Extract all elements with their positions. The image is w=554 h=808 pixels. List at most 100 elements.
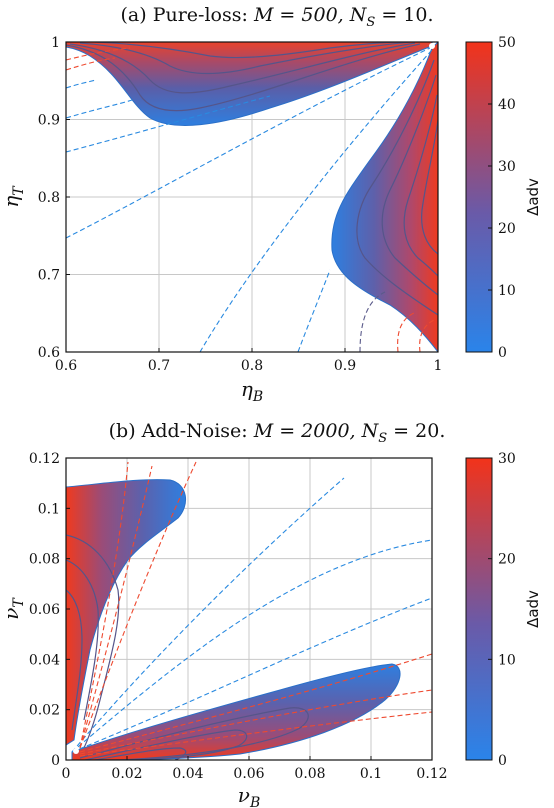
chart-b-contour <box>79 707 309 760</box>
chart-a-contour <box>403 94 438 277</box>
chart-b-contour <box>66 559 99 721</box>
chart-a-dashed-line <box>66 99 133 119</box>
y-tick-label: 0 <box>51 753 60 769</box>
y-tick-label: 0.06 <box>29 602 60 618</box>
chart-a-ylabel-sub: T <box>11 185 27 196</box>
chart-a-title-math: M = 500, N <box>253 4 367 26</box>
chart-b-colorbar <box>465 457 493 761</box>
colorbar-tick-label: 30 <box>498 451 516 467</box>
chart-a-region-upper-left <box>66 42 433 126</box>
chart-a-dashed-line <box>66 47 131 61</box>
chart-b-xlabel: νB <box>238 783 260 808</box>
chart-b-title-text: (b) Add-Noise: <box>108 420 248 442</box>
chart-b-title-sub: S <box>378 430 388 446</box>
y-tick-label: 0.9 <box>38 113 60 129</box>
chart-a-title-tail: = 10. <box>375 4 434 26</box>
chart-b-title-math: M = 2000, N <box>253 420 379 442</box>
chart-b-xlabel-sub: B <box>249 795 260 808</box>
y-tick-label: 0.6 <box>38 345 60 361</box>
colorbar-tick-label: 10 <box>498 283 516 299</box>
chart-b-dashed-line <box>71 477 345 753</box>
chart-a-colorbar-label: Δadv <box>524 178 542 216</box>
chart-b-origin-point <box>73 748 79 754</box>
colorbar-tick-label: 50 <box>498 35 516 51</box>
chart-a-ticks: 0.6 0.7 0.8 0.9 1 0.6 0.7 0.8 0.9 1 <box>38 35 443 374</box>
chart-b-dashed-line <box>79 461 197 749</box>
x-tick-label: 0 <box>62 766 71 782</box>
chart-b-region-lower-right <box>71 663 401 760</box>
colorbar-tick-label: 20 <box>498 552 516 568</box>
chart-b-dashed-line <box>79 465 153 749</box>
y-tick-label: 0.8 <box>38 190 60 206</box>
chart-b-ylabel-main: ν <box>0 608 23 620</box>
chart-a-corner-point <box>429 43 435 49</box>
x-tick-label: 0.02 <box>111 766 142 782</box>
chart-a-dashed-line <box>66 79 97 89</box>
y-tick-label: 1 <box>51 35 60 51</box>
chart-a-region-right <box>331 42 438 352</box>
chart-a-dashed-line <box>297 269 331 352</box>
chart-a-contour <box>356 59 438 316</box>
chart-a-colorbar-ticks: 0 10 20 30 40 50 <box>488 35 516 361</box>
chart-a-ylabel-main: η <box>0 196 23 208</box>
y-tick-label: 0.08 <box>29 552 60 568</box>
chart-a-ylabel: ηT <box>0 185 27 208</box>
chart-b-colorbar-ticks: 0 10 20 30 <box>488 451 516 769</box>
chart-b-contour <box>94 747 187 760</box>
x-tick-label: 0.04 <box>172 766 203 782</box>
chart-a-plot-area <box>66 42 438 352</box>
chart-a-dashed-line <box>199 49 433 352</box>
chart-a-contour <box>421 119 438 255</box>
colorbar-tick-label: 10 <box>498 652 516 668</box>
chart-a-contour <box>79 42 411 75</box>
chart-b-dashed-line <box>79 711 432 757</box>
colorbar-tick-label: 20 <box>498 221 516 237</box>
chart-a-contour <box>94 42 401 59</box>
chart-b-ylabel-sub: T <box>11 597 27 608</box>
chart-a-title-text: (a) Pure-loss: <box>120 4 248 26</box>
chart-b-title: (b) Add-Noise: M = 2000, NS = 20. <box>0 420 554 446</box>
chart-b-contour <box>66 534 120 753</box>
chart-a-contour <box>66 43 421 112</box>
chart-a-xlabel-main: η <box>241 377 253 401</box>
chart-b-colorbar-label: Δadv <box>524 590 542 628</box>
colorbar-tick-label: 40 <box>498 97 516 113</box>
chart-a-dashed-line <box>66 95 271 153</box>
chart-a-colorbar <box>465 41 493 353</box>
x-tick-label: 0.1 <box>360 766 382 782</box>
chart-b-ylabel: νT <box>0 597 27 620</box>
chart-b: 0 0.02 0.04 0.06 0.08 0.1 0.12 0 0.02 0.04 0.06 0.0… <box>0 451 542 808</box>
x-tick-label: 0.7 <box>148 358 170 374</box>
chart-a-dashed-line <box>419 319 435 352</box>
colorbar-tick-label: 0 <box>498 345 507 361</box>
y-tick-label: 0.12 <box>29 451 60 467</box>
x-tick-label: 0.12 <box>416 766 447 782</box>
chart-a-dashed-line <box>66 57 116 71</box>
chart-b-dashed-line <box>71 539 432 753</box>
x-tick-label: 0.06 <box>233 766 264 782</box>
colorbar-tick-label: 30 <box>498 159 516 175</box>
chart-b-ticks: 0 0.02 0.04 0.06 0.08 0.1 0.12 0 0.02 0.04 0.06 0.0… <box>29 451 448 782</box>
chart-a-contour <box>381 74 438 296</box>
x-tick-label: 0.6 <box>55 358 77 374</box>
chart-b-title-tail: = 20. <box>387 420 446 442</box>
chart-b-xlabel-main: ν <box>238 783 250 807</box>
chart-a-dashed-line <box>397 311 417 352</box>
x-tick-label: 1 <box>434 358 443 374</box>
chart-a-title: (a) Pure-loss: M = 500, NS = 10. <box>0 4 554 30</box>
x-tick-label: 0.08 <box>294 766 325 782</box>
y-tick-label: 0.04 <box>29 652 60 668</box>
chart-a-dashed-line <box>359 291 386 352</box>
chart-a: 0.6 0.7 0.8 0.9 10.60.70.80.91 ηB ηT 0102030… <box>0 35 542 405</box>
chart-a-contour <box>69 42 416 94</box>
y-tick-label: 0.02 <box>29 703 60 719</box>
chart-b-plot-area <box>66 461 432 760</box>
chart-b-dashed-line <box>79 689 432 755</box>
x-tick-label: 0.8 <box>241 358 263 374</box>
chart-a-xlabel: ηB <box>241 377 263 405</box>
chart-a-xlabel-sub: B <box>252 389 263 405</box>
y-tick-label: 0.7 <box>38 268 60 284</box>
chart-b-region-upper-left <box>66 479 186 746</box>
chart-b-contour <box>84 729 248 760</box>
